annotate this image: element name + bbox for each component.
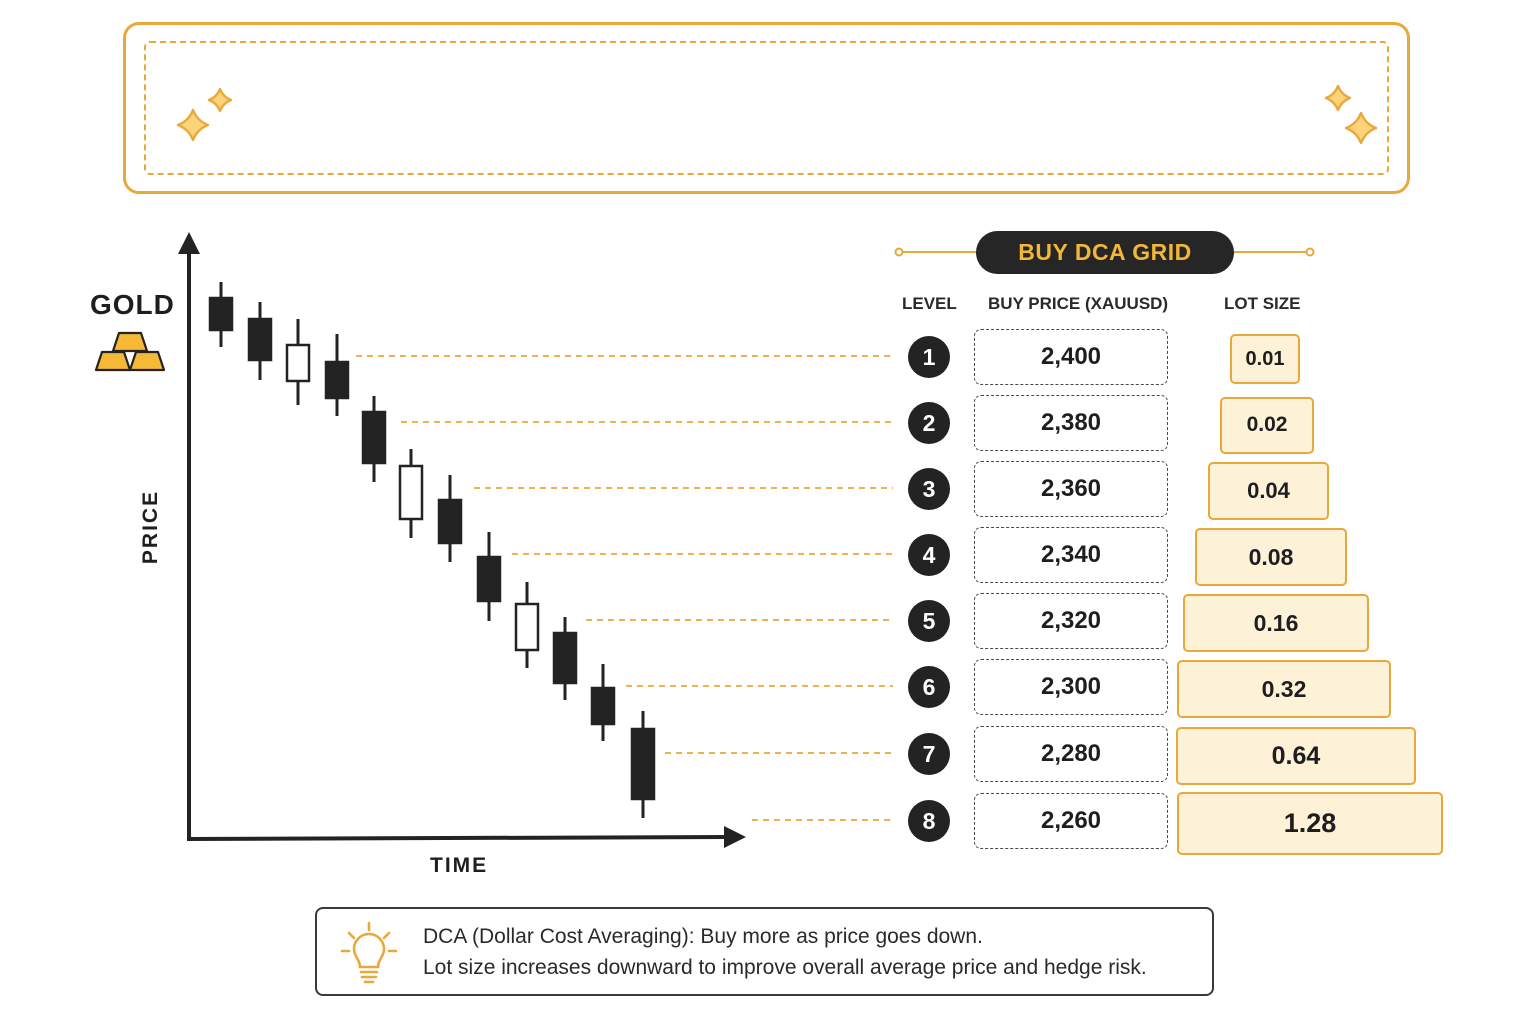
sparkle-icon [1324,84,1352,112]
gold-bar [111,331,149,353]
lot-size-cell: 0.02 [1220,396,1314,454]
candle-body [361,410,387,465]
candle-body [630,727,656,801]
lot-size-cell: 0.04 [1208,462,1329,520]
candle-body [552,631,578,685]
candle [285,319,311,405]
buy-price-cell: 2,260 [974,793,1168,849]
candle-body [208,296,234,332]
candle-body [590,686,616,726]
candle [514,582,540,668]
x-axis [186,835,729,841]
candle [476,532,502,621]
candle-body [476,555,502,603]
candle-body [437,498,463,545]
title-line-dot-left [894,247,904,257]
gold-bar [128,350,166,372]
level-badge: 7 [908,733,950,775]
banner-dashed-frame [144,41,1389,175]
sparkle-icon [207,87,233,113]
lot-size-cell: 0.64 [1176,727,1416,785]
y-axis-arrowhead [178,232,200,254]
candle-body [247,317,273,362]
candle [630,711,656,818]
level-badge: 4 [908,534,950,576]
lot-size-cell: 0.32 [1177,660,1391,718]
level-badge: 1 [908,336,950,378]
column-header-lot: LOT SIZE [1224,294,1301,313]
buy-price-cell: 2,320 [974,593,1168,649]
buy-price-cell: 2,340 [974,527,1168,583]
buy-price-cell: 2,400 [974,329,1168,385]
gold-bar [94,350,132,372]
lot-size-cell: 0.01 [1230,334,1300,384]
candle-body [398,464,424,521]
info-note: DCA (Dollar Cost Averaging): Buy more as… [315,907,1214,996]
candle-body [324,360,350,400]
column-header-level: LEVEL [902,294,957,313]
candle [324,334,350,416]
lot-size-cell: 0.16 [1183,594,1369,652]
x-axis-label: TIME [430,854,489,877]
buy-price-cell: 2,300 [974,659,1168,715]
note-line-2: Lot size increases downward to improve o… [423,956,1147,979]
buy-price-cell: 2,380 [974,395,1168,451]
candle-body [285,343,311,383]
lightbulb-icon [340,921,398,984]
buy-price-cell: 2,280 [974,726,1168,782]
grid-title: BUY DCA GRID [976,231,1234,274]
candle [208,282,234,347]
buy-price-cell: 2,360 [974,461,1168,517]
sparkle-icon [176,108,210,142]
title-line-dot-right [1305,247,1315,257]
column-header-price: BUY PRICE (XAUUSD) [988,294,1169,313]
note-line-1: DCA (Dollar Cost Averaging): Buy more as… [423,925,983,948]
level-badge: 8 [908,800,950,842]
candle [437,475,463,562]
level-badge: 5 [908,600,950,642]
x-axis-arrowhead [724,826,746,848]
title-banner [123,22,1410,194]
level-badge: 2 [908,402,950,444]
lot-size-cell: 1.28 [1177,791,1443,855]
candle [552,617,578,700]
candle [590,664,616,741]
y-axis-label: PRICE [139,489,162,565]
candle [398,449,424,538]
level-badge: 3 [908,468,950,510]
lot-size-cell: 0.08 [1195,528,1347,586]
candle-body [514,602,540,652]
candle [361,396,387,482]
gold-bars-icon [94,331,166,372]
asset-label: GOLD [90,289,175,320]
sparkle-icon [1344,111,1378,145]
candle [247,302,273,380]
level-badge: 6 [908,666,950,708]
